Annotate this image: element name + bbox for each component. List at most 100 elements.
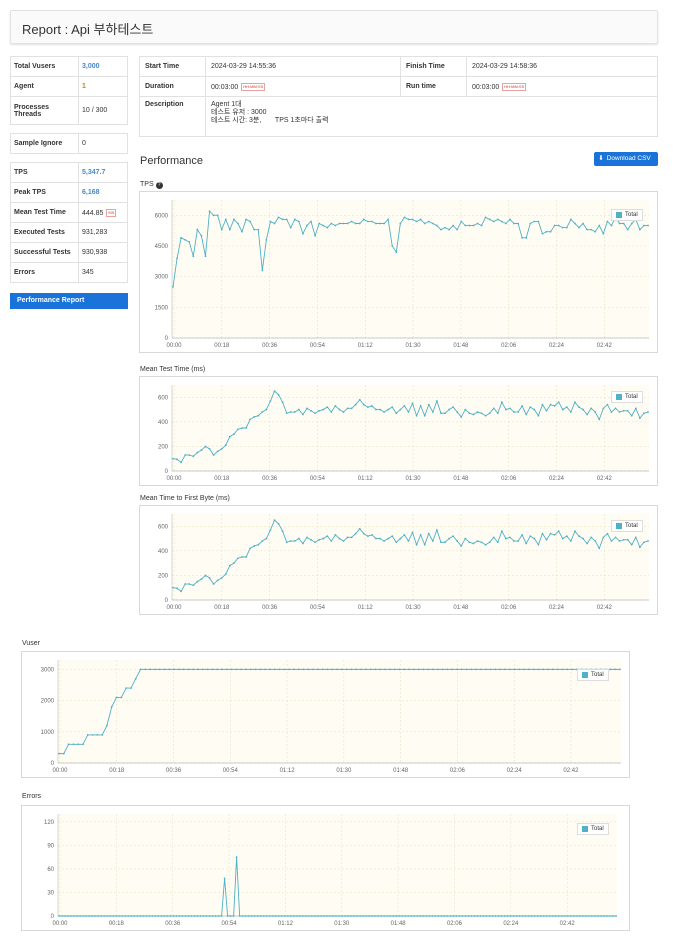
data-point bbox=[256, 915, 259, 917]
plot-area bbox=[58, 814, 617, 916]
y-tick-label: 0 bbox=[165, 469, 169, 475]
download-csv-button[interactable]: ⬇ Download CSV bbox=[594, 152, 658, 166]
data-point bbox=[184, 238, 187, 241]
chart-legend[interactable]: Total bbox=[611, 209, 643, 221]
total-vusers-label: Total Vusers bbox=[10, 56, 79, 77]
data-point bbox=[86, 734, 89, 736]
data-point bbox=[314, 234, 316, 237]
data-point bbox=[566, 668, 569, 671]
data-point bbox=[448, 537, 450, 540]
data-point bbox=[91, 734, 94, 736]
data-point bbox=[618, 540, 621, 542]
data-point bbox=[199, 915, 202, 917]
sample-ignore-label: Sample Ignore bbox=[10, 133, 79, 154]
data-point bbox=[187, 668, 190, 671]
data-point bbox=[452, 535, 455, 538]
data-point bbox=[391, 535, 394, 538]
data-point bbox=[647, 411, 649, 413]
data-point bbox=[375, 408, 377, 411]
data-point bbox=[475, 668, 478, 671]
x-tick-label: 00:00 bbox=[166, 605, 182, 611]
data-point bbox=[470, 915, 473, 917]
data-point bbox=[565, 226, 568, 229]
y-tick-label: 0 bbox=[51, 761, 55, 767]
data-point bbox=[173, 668, 175, 671]
data-point bbox=[574, 222, 576, 225]
data-point bbox=[322, 224, 325, 227]
data-point bbox=[615, 915, 617, 917]
data-point bbox=[389, 915, 392, 917]
data-point bbox=[330, 540, 333, 542]
data-point bbox=[356, 915, 358, 917]
data-point bbox=[374, 668, 377, 671]
data-point bbox=[72, 743, 75, 746]
data-point bbox=[293, 411, 296, 413]
data-point bbox=[212, 214, 215, 217]
data-point bbox=[377, 915, 380, 917]
data-point bbox=[419, 218, 422, 221]
data-point bbox=[310, 220, 312, 223]
y-tick-label: 1000 bbox=[41, 730, 55, 736]
report-title: Report : Api 부하테스트 bbox=[22, 22, 154, 37]
data-point bbox=[82, 743, 84, 746]
data-point bbox=[610, 540, 613, 542]
data-point bbox=[602, 407, 605, 410]
data-point bbox=[211, 915, 214, 917]
data-point bbox=[436, 668, 439, 671]
download-icon: ⬇ bbox=[598, 155, 604, 162]
peak-tps-label: Peak TPS bbox=[10, 182, 79, 203]
data-point bbox=[249, 668, 252, 671]
data-point bbox=[582, 222, 584, 225]
report-header: Report : Api 부하테스트 bbox=[10, 10, 658, 44]
legend-label: Total bbox=[591, 672, 604, 678]
x-tick-label: 01:12 bbox=[358, 476, 374, 482]
x-tick-label: 01:30 bbox=[334, 921, 350, 927]
help-icon[interactable]: ? bbox=[155, 182, 163, 189]
data-point bbox=[204, 255, 207, 258]
chart-legend[interactable]: Total bbox=[577, 669, 609, 681]
data-point bbox=[521, 915, 524, 917]
data-point bbox=[556, 668, 559, 671]
data-point bbox=[518, 668, 521, 671]
run-time-format-badge: HH:MM:SS bbox=[502, 82, 527, 91]
mean-test-time-label: Mean Test Time bbox=[10, 202, 79, 223]
data-point bbox=[387, 218, 390, 221]
data-point bbox=[144, 668, 147, 671]
data-point bbox=[561, 408, 564, 411]
data-point bbox=[460, 545, 463, 547]
performance-report-button[interactable]: Performance Report bbox=[10, 293, 128, 309]
x-tick-label: 01:30 bbox=[406, 605, 422, 611]
data-point bbox=[525, 542, 528, 545]
data-point bbox=[67, 743, 70, 746]
chart-legend[interactable]: Total bbox=[577, 823, 609, 835]
data-point bbox=[134, 677, 137, 680]
x-tick-label: 00:54 bbox=[310, 605, 326, 611]
processes-threads-label: Processes Threads bbox=[10, 96, 79, 125]
data-point bbox=[525, 413, 528, 416]
y-tick-label: 200 bbox=[158, 573, 169, 579]
data-point bbox=[375, 537, 377, 540]
chart-legend[interactable]: Total bbox=[611, 391, 643, 403]
data-point bbox=[295, 915, 298, 917]
data-point bbox=[581, 915, 584, 917]
legend-swatch bbox=[616, 394, 622, 400]
data-point bbox=[479, 915, 482, 917]
data-point bbox=[154, 915, 157, 917]
data-point bbox=[456, 540, 459, 542]
data-point bbox=[342, 411, 345, 413]
data-point bbox=[480, 224, 483, 227]
data-point bbox=[403, 216, 406, 219]
data-point bbox=[221, 668, 223, 671]
data-point bbox=[334, 224, 337, 227]
data-point bbox=[465, 668, 468, 671]
chart-legend[interactable]: Total bbox=[611, 520, 643, 532]
y-tick-label: 0 bbox=[51, 914, 55, 920]
data-point bbox=[286, 915, 289, 917]
data-point bbox=[480, 541, 483, 544]
data-point bbox=[440, 915, 443, 917]
data-point bbox=[344, 915, 346, 917]
data-point bbox=[594, 411, 597, 413]
data-point bbox=[96, 734, 99, 736]
data-point bbox=[515, 915, 518, 917]
data-point bbox=[622, 222, 625, 225]
